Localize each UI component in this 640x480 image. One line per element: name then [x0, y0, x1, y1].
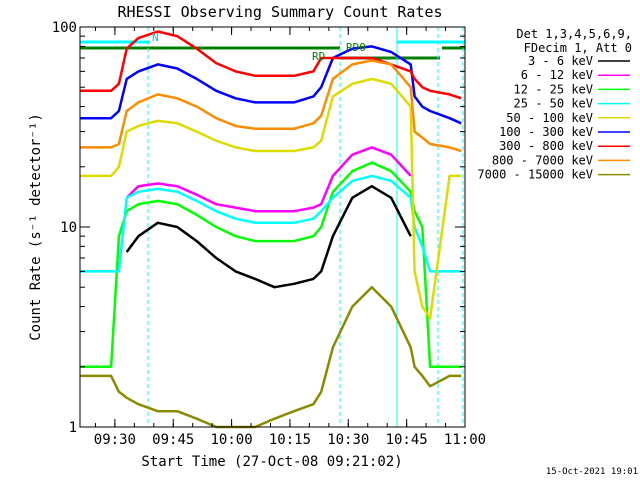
legend-label-3: 25 - 50 keV	[514, 97, 593, 111]
y-axis-label: Count Rate (s⁻¹ detector⁻¹)	[28, 113, 44, 341]
legend-label-6: 300 - 800 keV	[499, 139, 593, 153]
legend-label-1: 6 - 12 keV	[521, 68, 593, 82]
series-line-6	[80, 30, 462, 100]
legend-label-8: 7000 - 15000 keV	[477, 168, 593, 182]
series-line-8	[80, 285, 462, 429]
legend-label-2: 12 - 25 keV	[514, 82, 593, 96]
chart-title: RHESSI Observing Summary Count Rates	[117, 3, 442, 21]
legend-header-1: FDecim 1, Att 0	[524, 41, 632, 55]
series-lines	[80, 30, 462, 429]
annotation-n: N	[152, 31, 159, 44]
y-axis: 1 10 100	[52, 20, 465, 436]
x-tick-label-5: 10:45	[386, 432, 428, 448]
series-line-1	[125, 146, 412, 213]
series-line-5	[80, 45, 462, 125]
annotation-rd0: RD0	[346, 41, 366, 54]
footer-date: 15-Oct-2021 19:01	[546, 467, 638, 477]
legend-label-0: 3 - 6 keV	[528, 54, 593, 68]
legend-header-0: Det 1,3,4,5,6,9,	[516, 27, 632, 41]
x-axis-label: Start Time (27-Oct-08 09:21:02)	[141, 454, 402, 470]
series-line-0	[125, 184, 412, 289]
legend: Det 1,3,4,5,6,9,FDecim 1, Att 03 - 6 keV…	[477, 27, 632, 182]
x-tick-label-2: 10:00	[211, 432, 253, 448]
x-tick-label-0: 09:30	[94, 432, 136, 448]
y-tick-label-1: 10	[60, 220, 77, 236]
annotations: N RD RD0	[152, 31, 366, 63]
annotation-rd: RD	[312, 50, 325, 63]
y-tick-label-0: 1	[69, 420, 77, 436]
legend-label-7: 800 - 7000 keV	[492, 153, 593, 167]
x-axis: 09:30 09:45 10:00 10:15 10:30 10:45 11:00	[94, 27, 486, 448]
legend-label-5: 100 - 300 keV	[499, 125, 593, 139]
x-tick-label-3: 10:15	[269, 432, 311, 448]
x-tick-label-6: 11:00	[444, 432, 486, 448]
legend-label-4: 50 - 100 keV	[506, 111, 593, 125]
y-tick-label-2: 100	[52, 20, 77, 36]
series-line-2	[80, 161, 462, 369]
series-line-4	[80, 77, 462, 320]
x-tick-label-4: 10:30	[327, 432, 369, 448]
series-line-7	[80, 59, 462, 153]
x-tick-label-1: 09:45	[152, 432, 194, 448]
